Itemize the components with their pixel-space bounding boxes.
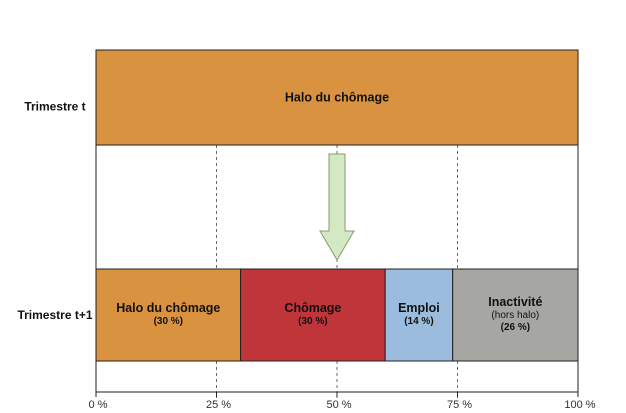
data-label: Chômage [284,301,341,315]
transition-arrow [319,153,355,261]
row-label: Trimestre t+1 [17,308,92,322]
tick-label: 100 % [564,399,595,411]
data-label: Halo du chômage [285,91,389,105]
data-label: (14 %) [404,316,433,327]
data-label: Halo du chômage [116,301,220,315]
data-label: (30 %) [154,316,183,327]
bar-trimestre-t [95,49,579,146]
bar-segment [452,268,579,362]
row-label: Trimestre t [24,100,85,114]
data-label: Inactivité [488,295,542,309]
data-label: Emploi [398,301,440,315]
data-label: (26 %) [501,322,530,333]
tick-label: 0 % [89,399,108,411]
down-arrow-icon [319,153,355,261]
bar-segment [240,268,386,362]
tick-label: 50 % [326,399,351,411]
bar-segment [384,268,454,362]
tick-label: 75 % [447,399,472,411]
bar-segment [95,268,242,362]
data-label: (30 %) [298,316,327,327]
tick-label: 25 % [206,399,231,411]
x-ticks: 0 % 25 % 50 % 75 % 100 % [89,392,596,411]
data-label: (hors halo) [491,310,539,321]
bars [95,49,579,362]
